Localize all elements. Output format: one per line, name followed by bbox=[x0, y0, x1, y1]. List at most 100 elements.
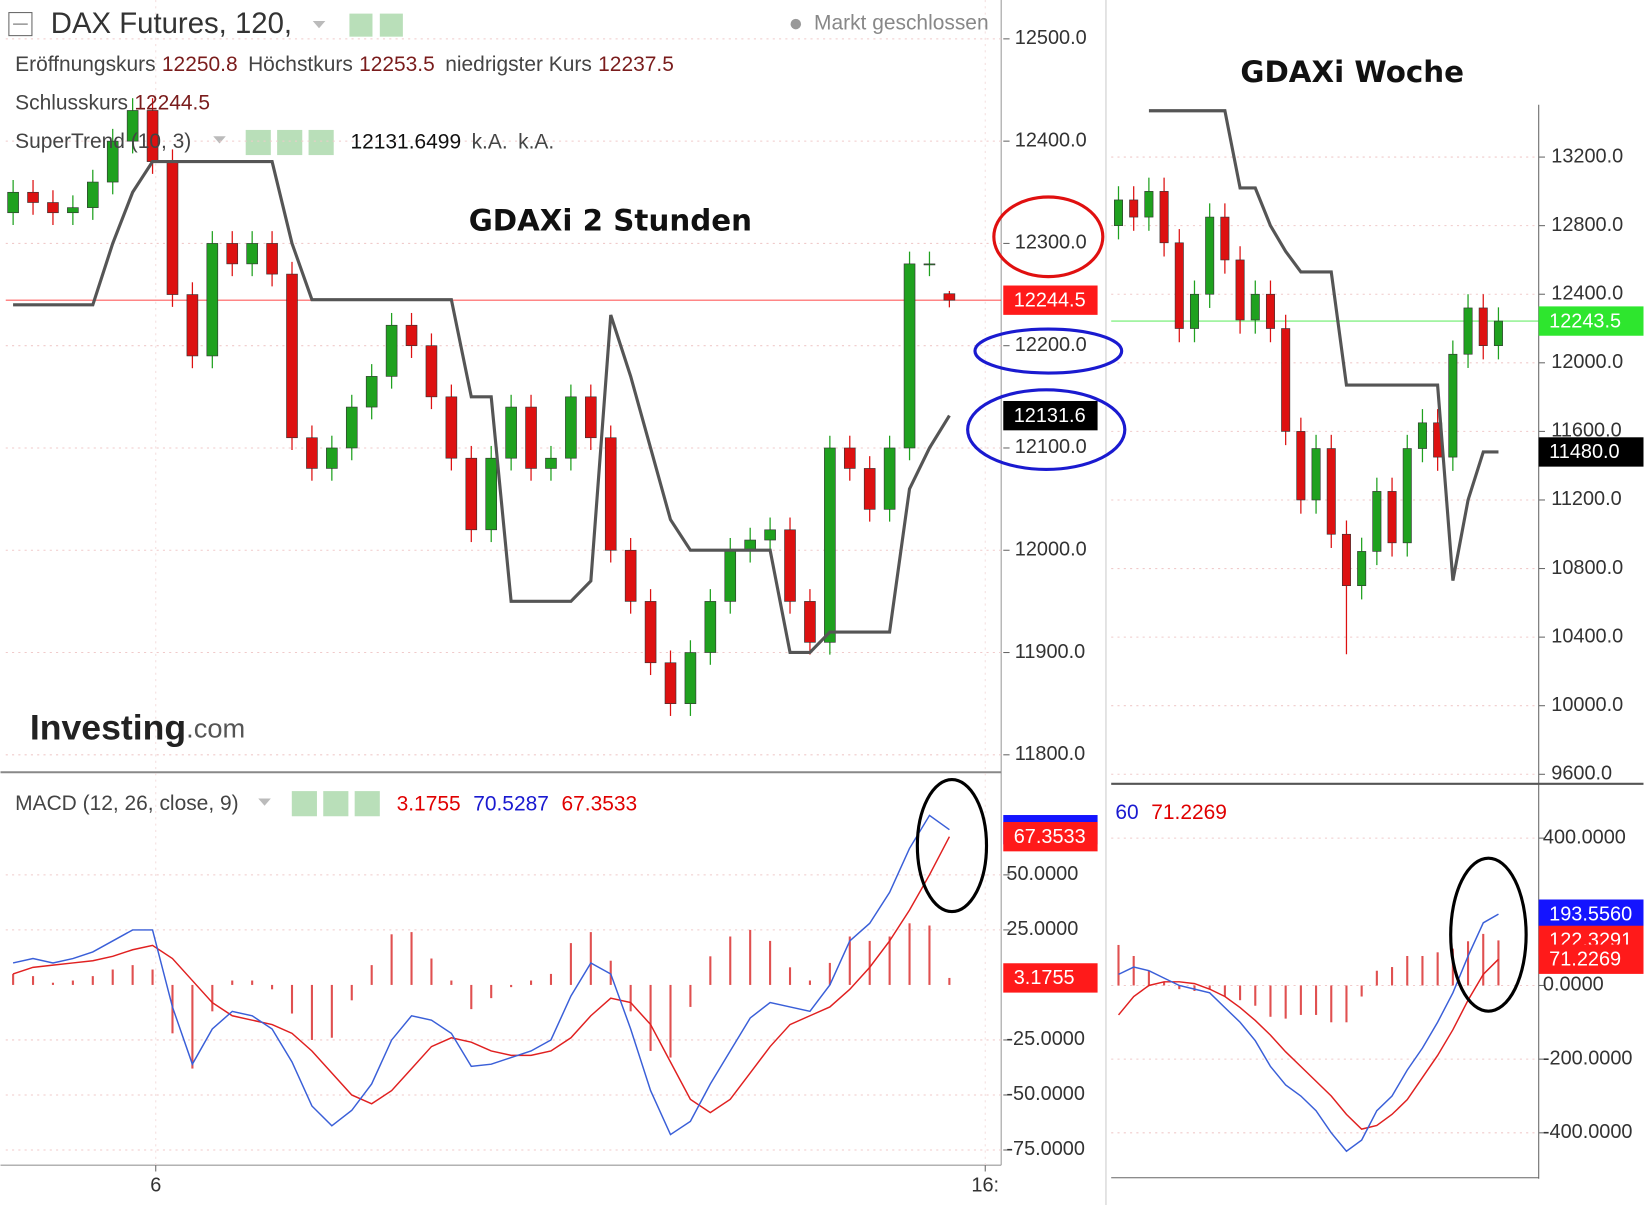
candle-body bbox=[1417, 422, 1427, 449]
histogram-bar bbox=[191, 984, 194, 1069]
symbol-title: DAX Futures, 120, bbox=[51, 7, 292, 40]
histogram-bar bbox=[450, 980, 453, 985]
candle-body bbox=[286, 273, 298, 439]
candle-body bbox=[565, 396, 577, 459]
candle-body bbox=[405, 324, 418, 347]
y-tick-label: -400.0000 bbox=[1543, 1121, 1633, 1143]
readout-value: 12253.5 bbox=[359, 52, 435, 75]
dropdown-arrow[interactable] bbox=[213, 136, 226, 144]
candle-body bbox=[1129, 199, 1139, 218]
candle-body bbox=[1189, 293, 1199, 329]
candle-body bbox=[445, 396, 458, 459]
logo-suffix: .com bbox=[186, 713, 245, 744]
candle-body bbox=[804, 601, 816, 643]
candle-body bbox=[664, 662, 677, 704]
histogram-bar bbox=[1391, 967, 1394, 986]
remove-icon[interactable] bbox=[308, 129, 334, 156]
histogram-bar bbox=[689, 984, 692, 1007]
histogram-bar bbox=[1163, 981, 1166, 986]
histogram-bar bbox=[549, 973, 553, 985]
price-marker bbox=[1538, 437, 1644, 467]
remove-icon[interactable] bbox=[354, 791, 380, 817]
histogram-bar bbox=[51, 982, 55, 985]
y-tick-label: 11800.0 bbox=[1015, 743, 1085, 765]
x-tick-label: 16: bbox=[971, 1174, 999, 1196]
price-marker-label: 71.2269 bbox=[1549, 949, 1621, 971]
histogram-bar bbox=[330, 984, 333, 1038]
y-tick-label: -50.0000 bbox=[1006, 1083, 1085, 1105]
candle-body bbox=[604, 437, 617, 551]
histogram-bar bbox=[589, 932, 592, 985]
y-tick-label: 0.0000 bbox=[1543, 974, 1604, 996]
settings-icon[interactable] bbox=[323, 791, 349, 817]
eye-icon[interactable] bbox=[245, 129, 271, 156]
candle-body bbox=[764, 529, 776, 541]
candle-body bbox=[724, 549, 737, 602]
candle-body bbox=[186, 294, 199, 357]
histogram-bar bbox=[390, 934, 393, 985]
candle-body bbox=[943, 293, 956, 301]
histogram-bar bbox=[470, 984, 473, 1010]
candle-body bbox=[863, 468, 876, 510]
readout-value: 12244.5 bbox=[134, 91, 210, 114]
histogram-bar bbox=[609, 960, 612, 985]
readout-label: niedrigster Kurs bbox=[445, 52, 592, 75]
candle-body bbox=[1372, 491, 1382, 552]
signal-line bbox=[1117, 958, 1499, 1130]
histogram-bar bbox=[290, 984, 294, 1014]
histogram-bar bbox=[769, 940, 772, 985]
ohlc-readout: Schlusskurs 12244.5 bbox=[15, 91, 210, 114]
histogram-bar bbox=[1421, 955, 1424, 986]
y-tick-label: 50.0000 bbox=[1006, 863, 1078, 885]
eye-icon[interactable] bbox=[349, 13, 373, 37]
settings-icon[interactable] bbox=[379, 13, 403, 37]
histogram-bar bbox=[1466, 941, 1470, 986]
candle-body bbox=[644, 601, 657, 664]
candle-body bbox=[106, 140, 119, 183]
y-tick-label: 12500.0 bbox=[1015, 27, 1087, 49]
y-tick-label: 10400.0 bbox=[1551, 625, 1623, 647]
supertrend-line bbox=[1148, 109, 1499, 581]
candle-body bbox=[1114, 199, 1123, 226]
macd-line bbox=[1118, 913, 1499, 1153]
indicator-readout: 60 71.2269 bbox=[1115, 801, 1227, 824]
candle-body bbox=[1144, 191, 1154, 218]
dropdown-arrow[interactable] bbox=[258, 798, 271, 806]
settings-icon[interactable] bbox=[277, 129, 303, 156]
histogram-bar bbox=[948, 977, 951, 985]
histogram-bar bbox=[490, 984, 493, 999]
price-marker-label: 67.3533 bbox=[1014, 826, 1086, 848]
eye-icon[interactable] bbox=[291, 791, 317, 817]
histogram-bar bbox=[310, 984, 313, 1040]
y-tick-label: 12800.0 bbox=[1551, 214, 1623, 236]
supertrend-line bbox=[13, 160, 951, 655]
histogram-bar bbox=[1497, 940, 1500, 986]
histogram-bar bbox=[131, 965, 134, 985]
indicator-readout: 3.1755 70.5287 67.3533 bbox=[397, 792, 638, 815]
collapse-icon[interactable] bbox=[8, 12, 33, 37]
candle-body bbox=[1235, 259, 1245, 321]
candle-body bbox=[87, 181, 99, 208]
histogram-bar bbox=[808, 980, 811, 985]
overlay-layer: GDAXi 2 Stunden DAX Futures, 120, Markt ge… bbox=[15, 7, 1528, 1013]
logo-brand: Investing bbox=[30, 708, 186, 748]
candle-body bbox=[1357, 551, 1367, 587]
candle-body bbox=[1296, 431, 1306, 501]
candle-body bbox=[1478, 307, 1488, 346]
annotation-circle bbox=[973, 327, 1124, 375]
candle-body bbox=[624, 549, 637, 602]
macd-line bbox=[12, 814, 950, 1136]
y-tick-label: 13200.0 bbox=[1551, 145, 1623, 167]
y-tick-label: 12400.0 bbox=[1551, 282, 1623, 304]
histogram-bar bbox=[1132, 955, 1135, 986]
y-tick-label: 12000.0 bbox=[1015, 539, 1087, 561]
price-marker bbox=[1538, 899, 1644, 929]
dropdown-arrow[interactable] bbox=[312, 20, 326, 29]
histogram-bar bbox=[1284, 985, 1287, 1019]
readout-label: Schlusskurs bbox=[15, 91, 128, 114]
candle-body bbox=[27, 191, 39, 203]
histogram-bar bbox=[430, 958, 433, 985]
candle-body bbox=[365, 376, 378, 408]
